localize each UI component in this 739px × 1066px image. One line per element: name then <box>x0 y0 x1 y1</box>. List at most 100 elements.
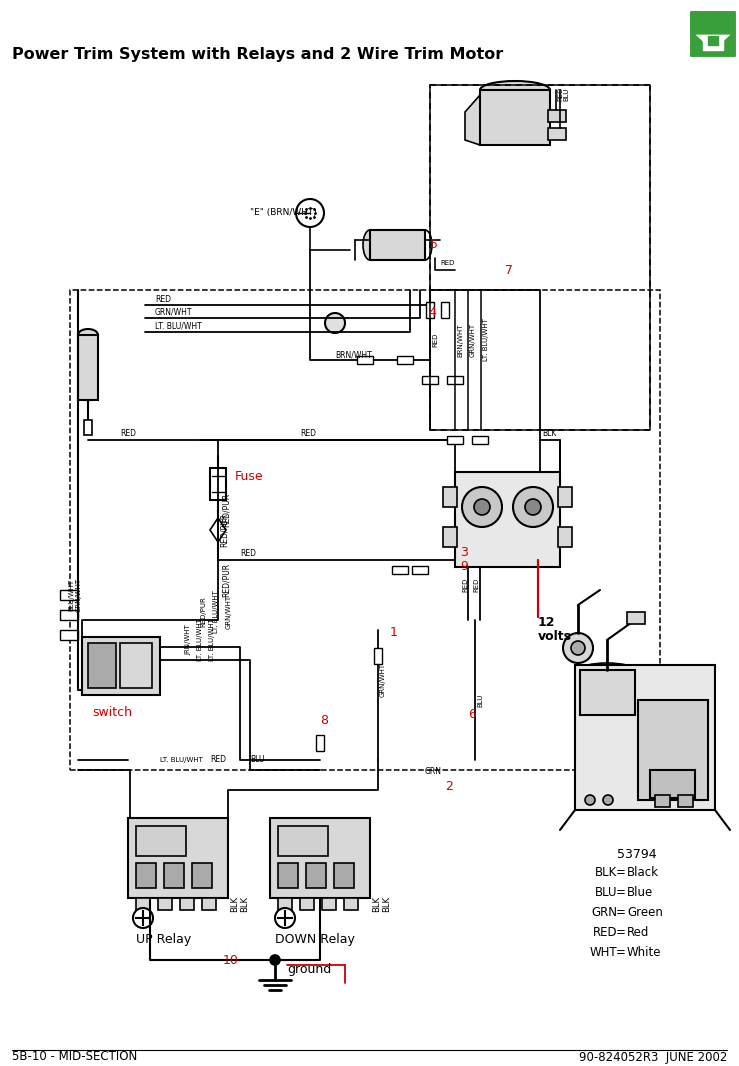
Bar <box>548 110 566 122</box>
Text: =: = <box>616 887 626 900</box>
Bar <box>164 863 184 888</box>
Text: Red: Red <box>627 926 650 939</box>
Bar <box>480 90 550 145</box>
Text: WHT: WHT <box>590 947 617 959</box>
Text: BLU: BLU <box>594 887 617 900</box>
Text: Blue: Blue <box>627 887 653 900</box>
Text: 6: 6 <box>468 709 476 722</box>
Text: 4: 4 <box>428 307 436 320</box>
Text: GRN/WHT: GRN/WHT <box>76 578 82 612</box>
Text: volts: volts <box>538 630 572 644</box>
Text: RED: RED <box>557 86 563 101</box>
Text: GRN: GRN <box>591 906 617 920</box>
Text: ground: ground <box>287 964 331 976</box>
Bar <box>443 487 457 507</box>
Circle shape <box>462 487 502 527</box>
Text: RED: RED <box>473 578 479 593</box>
Text: switch: switch <box>92 707 132 720</box>
Bar <box>202 898 216 910</box>
Bar <box>82 637 160 695</box>
Polygon shape <box>210 518 226 542</box>
Text: DOWN Relay: DOWN Relay <box>275 934 355 947</box>
Bar <box>575 665 715 810</box>
Text: LT. BLU/WHT: LT. BLU/WHT <box>197 618 203 661</box>
Bar <box>210 468 226 500</box>
Bar <box>447 436 463 445</box>
Bar <box>278 863 298 888</box>
Bar <box>60 630 78 640</box>
Circle shape <box>525 499 541 515</box>
Text: BLK: BLK <box>595 867 617 879</box>
Text: BRN/WHT: BRN/WHT <box>335 351 372 359</box>
Bar <box>306 863 326 888</box>
Text: White: White <box>627 947 661 959</box>
Text: Power Trim System with Relays and 2 Wire Trim Motor: Power Trim System with Relays and 2 Wire… <box>12 48 503 63</box>
Circle shape <box>296 199 324 227</box>
Text: RED: RED <box>240 549 256 559</box>
Ellipse shape <box>579 663 635 677</box>
Ellipse shape <box>480 81 550 99</box>
Text: 8: 8 <box>320 713 328 727</box>
Text: GRN/WHT: GRN/WHT <box>226 595 232 629</box>
Bar <box>558 527 572 547</box>
Bar <box>441 302 449 318</box>
Bar <box>84 420 92 435</box>
Text: RED: RED <box>440 260 454 266</box>
Text: GRN/WHT: GRN/WHT <box>380 663 386 697</box>
Bar <box>334 863 354 888</box>
Text: "E" (BRN/WHT): "E" (BRN/WHT) <box>250 209 317 217</box>
Bar <box>370 230 425 260</box>
Bar <box>580 671 635 715</box>
Circle shape <box>325 313 345 333</box>
Bar <box>708 36 718 45</box>
Text: BLK: BLK <box>230 897 239 912</box>
Bar <box>357 356 373 364</box>
Bar <box>412 566 428 574</box>
Text: BLU/WHT: BLU/WHT <box>68 579 74 611</box>
Bar <box>344 898 358 910</box>
Text: =: = <box>616 867 626 879</box>
Text: RED/PUR: RED/PUR <box>222 563 231 597</box>
Bar <box>270 818 370 898</box>
Text: 2: 2 <box>445 780 453 793</box>
Text: 1: 1 <box>390 627 398 640</box>
Bar <box>60 589 78 600</box>
Circle shape <box>563 633 593 663</box>
Text: 90-824052R3  JUNE 2002: 90-824052R3 JUNE 2002 <box>579 1050 727 1064</box>
Bar <box>88 643 116 688</box>
Text: RED: RED <box>120 430 136 438</box>
Bar <box>374 648 382 664</box>
Bar <box>443 527 457 547</box>
Bar <box>638 700 708 800</box>
Text: RED/PUR: RED/PUR <box>220 513 229 547</box>
Bar <box>397 356 413 364</box>
Text: 53794: 53794 <box>617 849 657 861</box>
Bar <box>678 795 693 807</box>
Bar <box>70 290 660 770</box>
Text: GRN: GRN <box>425 768 442 776</box>
Bar <box>650 770 695 798</box>
Text: RED: RED <box>462 578 468 593</box>
Bar <box>120 643 152 688</box>
Text: Fuse: Fuse <box>235 469 264 483</box>
Text: BLU: BLU <box>250 756 265 764</box>
Bar <box>180 898 194 910</box>
Text: Green: Green <box>627 906 663 920</box>
Polygon shape <box>465 95 480 145</box>
Text: BLK: BLK <box>240 897 249 912</box>
Text: LT. BLU/WHT: LT. BLU/WHT <box>160 757 203 763</box>
Circle shape <box>513 487 553 527</box>
Bar <box>128 818 228 898</box>
Text: UP Relay: UP Relay <box>136 934 191 947</box>
Text: 9: 9 <box>460 561 468 574</box>
Bar <box>136 898 150 910</box>
Text: RED/PUR: RED/PUR <box>200 597 206 628</box>
Bar <box>192 863 212 888</box>
Bar <box>548 128 566 140</box>
Ellipse shape <box>418 230 432 260</box>
Ellipse shape <box>363 230 377 260</box>
Text: BLU: BLU <box>563 87 569 100</box>
Circle shape <box>585 795 595 805</box>
Text: 3: 3 <box>460 546 468 559</box>
Text: LT. BLU/WHT: LT. BLU/WHT <box>209 618 215 661</box>
